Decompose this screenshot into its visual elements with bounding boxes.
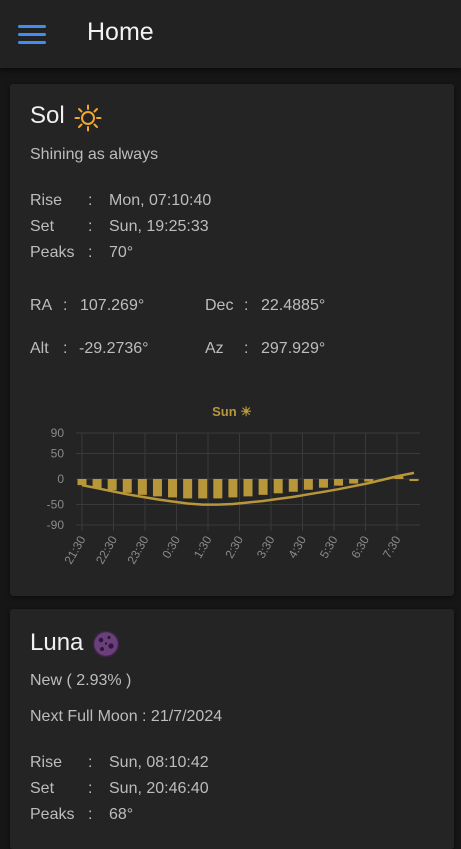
chart-y-tick-label: 50 [51, 446, 65, 460]
chart-x-tick-label: 2:30 [222, 533, 246, 561]
chart-bar [92, 479, 102, 489]
separator: : [63, 340, 68, 357]
chart-bar [318, 479, 328, 488]
chart-bar [107, 479, 117, 491]
luna-card: Luna New ( 2.93% ) Next Full Moon : 21/7… [10, 609, 454, 849]
separator: : [244, 340, 249, 357]
rise-label: Rise [30, 192, 63, 209]
chart-bar [349, 479, 359, 484]
sol-status: Shining as always [30, 146, 159, 163]
alt-value: -29.2736° [79, 340, 149, 357]
rise-value: Sun, 08:10:42 [109, 754, 209, 771]
chart-x-tick-label: 5:30 [317, 533, 341, 561]
sun-altitude-chart: Sun ☀ 90 50 0 -50 -90 21:30 22:30 23:30 0:30 1:3… [47, 404, 420, 567]
chart-bar [303, 479, 313, 490]
set-value: Sun, 19:25:33 [109, 218, 209, 235]
chart-bar [183, 479, 193, 499]
chart-bar [409, 479, 419, 482]
az-label: Az [205, 340, 224, 357]
chart-bar [122, 479, 132, 493]
separator: : [88, 806, 93, 823]
chart-bar [77, 479, 87, 486]
ra-value: 107.269° [80, 297, 145, 314]
moon-icon [92, 630, 120, 658]
chart-y-tick-label: -90 [47, 518, 65, 532]
chart-bar [334, 479, 344, 486]
chart-bar [394, 476, 404, 479]
chart-bar [168, 479, 178, 498]
chart-x-tick-label: 23:30 [124, 533, 151, 566]
chart-bar [228, 479, 238, 498]
app-bar: Home [0, 0, 461, 68]
chart-bar [258, 479, 268, 495]
chart-bar [288, 479, 298, 492]
set-label: Set [30, 780, 55, 797]
separator: : [88, 244, 93, 261]
chart-y-tick-label: -50 [47, 498, 65, 512]
hamburger-menu-icon[interactable] [18, 25, 46, 45]
set-label: Set [30, 218, 55, 235]
sol-title: Sol [30, 102, 65, 129]
sol-card: Sol Shining as always Rise : Mon, 07:10:… [10, 84, 454, 596]
separator: : [88, 192, 93, 209]
peaks-label: Peaks [30, 806, 75, 823]
separator: : [88, 218, 93, 235]
separator: : [244, 297, 249, 314]
separator: : [88, 754, 93, 771]
rise-label: Rise [30, 754, 63, 771]
chart-y-tick-label: 90 [51, 426, 65, 440]
chart-bar [152, 479, 162, 497]
set-value: Sun, 20:46:40 [109, 780, 209, 797]
peaks-value: 68° [109, 806, 134, 823]
sun-icon [74, 104, 102, 132]
chart-x-tick-label: 22:30 [93, 533, 120, 566]
chart-x-tick-label: 7:30 [380, 533, 404, 561]
chart-x-tick-label: 1:30 [191, 533, 215, 561]
chart-altitude-curve [81, 471, 415, 506]
luna-phase: New ( 2.93% ) [30, 672, 132, 689]
alt-label: Alt [30, 340, 49, 357]
peaks-label: Peaks [30, 244, 75, 261]
chart-bar [364, 479, 374, 482]
az-value: 297.929° [261, 340, 326, 357]
chart-x-tick-label: 4:30 [285, 533, 309, 561]
chart-bar [273, 479, 283, 494]
chart-x-tick-label: 0:30 [159, 533, 183, 561]
separator: : [88, 780, 93, 797]
chart-bar [213, 479, 223, 499]
dec-label: Dec [205, 297, 234, 314]
chart-title: Sun ☀ [212, 404, 252, 419]
chart-bar [137, 479, 147, 495]
peaks-value: 70° [109, 244, 134, 261]
luna-next-full-moon: Next Full Moon : 21/7/2024 [30, 708, 223, 725]
chart-y-tick-label: 0 [57, 472, 64, 486]
chart-x-tick-label: 6:30 [348, 533, 372, 561]
page-title: Home [87, 18, 154, 46]
chart-bar [243, 479, 253, 497]
dec-value: 22.4885° [261, 297, 326, 314]
ra-label: RA [30, 297, 53, 314]
rise-value: Mon, 07:10:40 [109, 192, 212, 209]
chart-bar [198, 479, 208, 499]
luna-title: Luna [30, 629, 84, 656]
separator: : [63, 297, 68, 314]
chart-x-tick-label: 21:30 [61, 533, 88, 566]
chart-x-tick-label: 3:30 [254, 533, 278, 561]
